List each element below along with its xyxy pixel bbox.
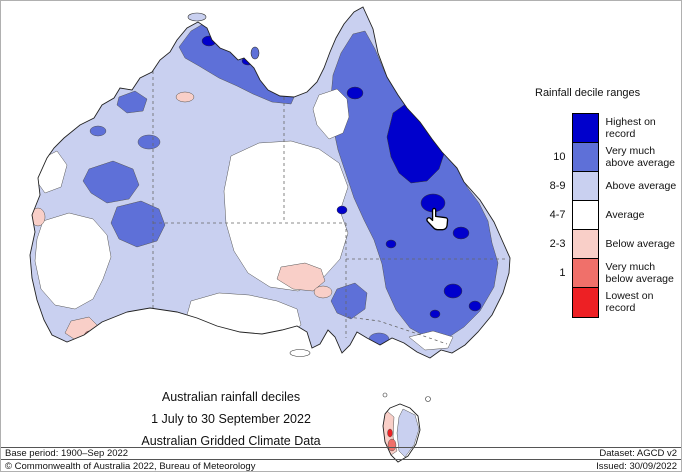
map-period: 1 July to 30 September 2022 — [151, 412, 311, 426]
tasmania-coastline — [382, 403, 421, 463]
mainland-coastline — [29, 6, 511, 359]
legend-label: Very much below average — [605, 260, 674, 285]
legend-range: 2-3 — [549, 238, 566, 250]
footer-divider-bottom — [1, 459, 681, 460]
legend-label: Below average — [605, 237, 676, 250]
legend-swatch — [571, 141, 599, 173]
legend-title: Rainfall decile ranges — [535, 87, 641, 99]
small-islands — [187, 12, 431, 402]
map-captions: Australian rainfall deciles 1 July to 30… — [71, 386, 391, 452]
legend-label: Above average — [605, 179, 677, 192]
legend-swatch — [571, 199, 599, 231]
legend-swatch — [571, 170, 599, 202]
state-borders — [152, 65, 507, 345]
footer-band: Base period: 1900–Sep 2022 Dataset: AGCD… — [5, 448, 677, 459]
legend-range: 1 — [559, 267, 566, 279]
legend-label: Average — [605, 208, 645, 221]
tasmania-lowest-on-record — [387, 428, 393, 438]
legend-label: Lowest on record — [605, 289, 654, 314]
map-title: Australian rainfall deciles — [161, 390, 301, 404]
footer-divider-top — [1, 447, 681, 448]
dataset-text: Dataset: AGCD v2 — [599, 448, 677, 459]
legend-label: Very much above average — [605, 144, 676, 169]
legend-item: 8-9 Above average — [535, 170, 681, 202]
legend-swatch — [571, 286, 599, 318]
legend-item: Highest on record — [535, 112, 681, 144]
copyright-text: © Commonwealth of Australia 2022, Bureau… — [5, 460, 256, 472]
patches-very-much-below-average — [83, 330, 95, 344]
legend-item: 10 Very much above average — [535, 141, 681, 173]
tasmania-very-much-below — [387, 438, 397, 452]
base-period-text: Base period: 1900–Sep 2022 — [5, 448, 129, 459]
footer-bottom-row: © Commonwealth of Australia 2022, Bureau… — [5, 460, 677, 472]
legend-item: 2-3 Below average — [535, 228, 681, 260]
legend-rows: Highest on record 10 Very much above ave… — [535, 112, 681, 318]
patches-average — [34, 24, 493, 351]
legend-item: 1 Very much below average — [535, 257, 681, 289]
issued-text: Issued: 30/09/2022 — [596, 460, 677, 472]
rainfall-legend: Rainfall decile ranges Highest on record… — [535, 87, 681, 318]
legend-range: 8-9 — [549, 180, 566, 192]
legend-range: 4-7 — [549, 209, 566, 221]
legend-label: Highest on record — [605, 115, 656, 140]
legend-swatch — [571, 228, 599, 260]
tasmania-above-average — [396, 408, 420, 458]
legend-item: Lowest on record — [535, 286, 681, 318]
legend-item: 4-7 Average — [535, 199, 681, 231]
hand-cursor — [426, 207, 449, 231]
legend-swatch — [571, 257, 599, 289]
legend-swatch — [571, 112, 599, 144]
legend-range: 10 — [553, 151, 566, 163]
map-dataset-name: Australian Gridded Climate Data — [141, 434, 321, 448]
